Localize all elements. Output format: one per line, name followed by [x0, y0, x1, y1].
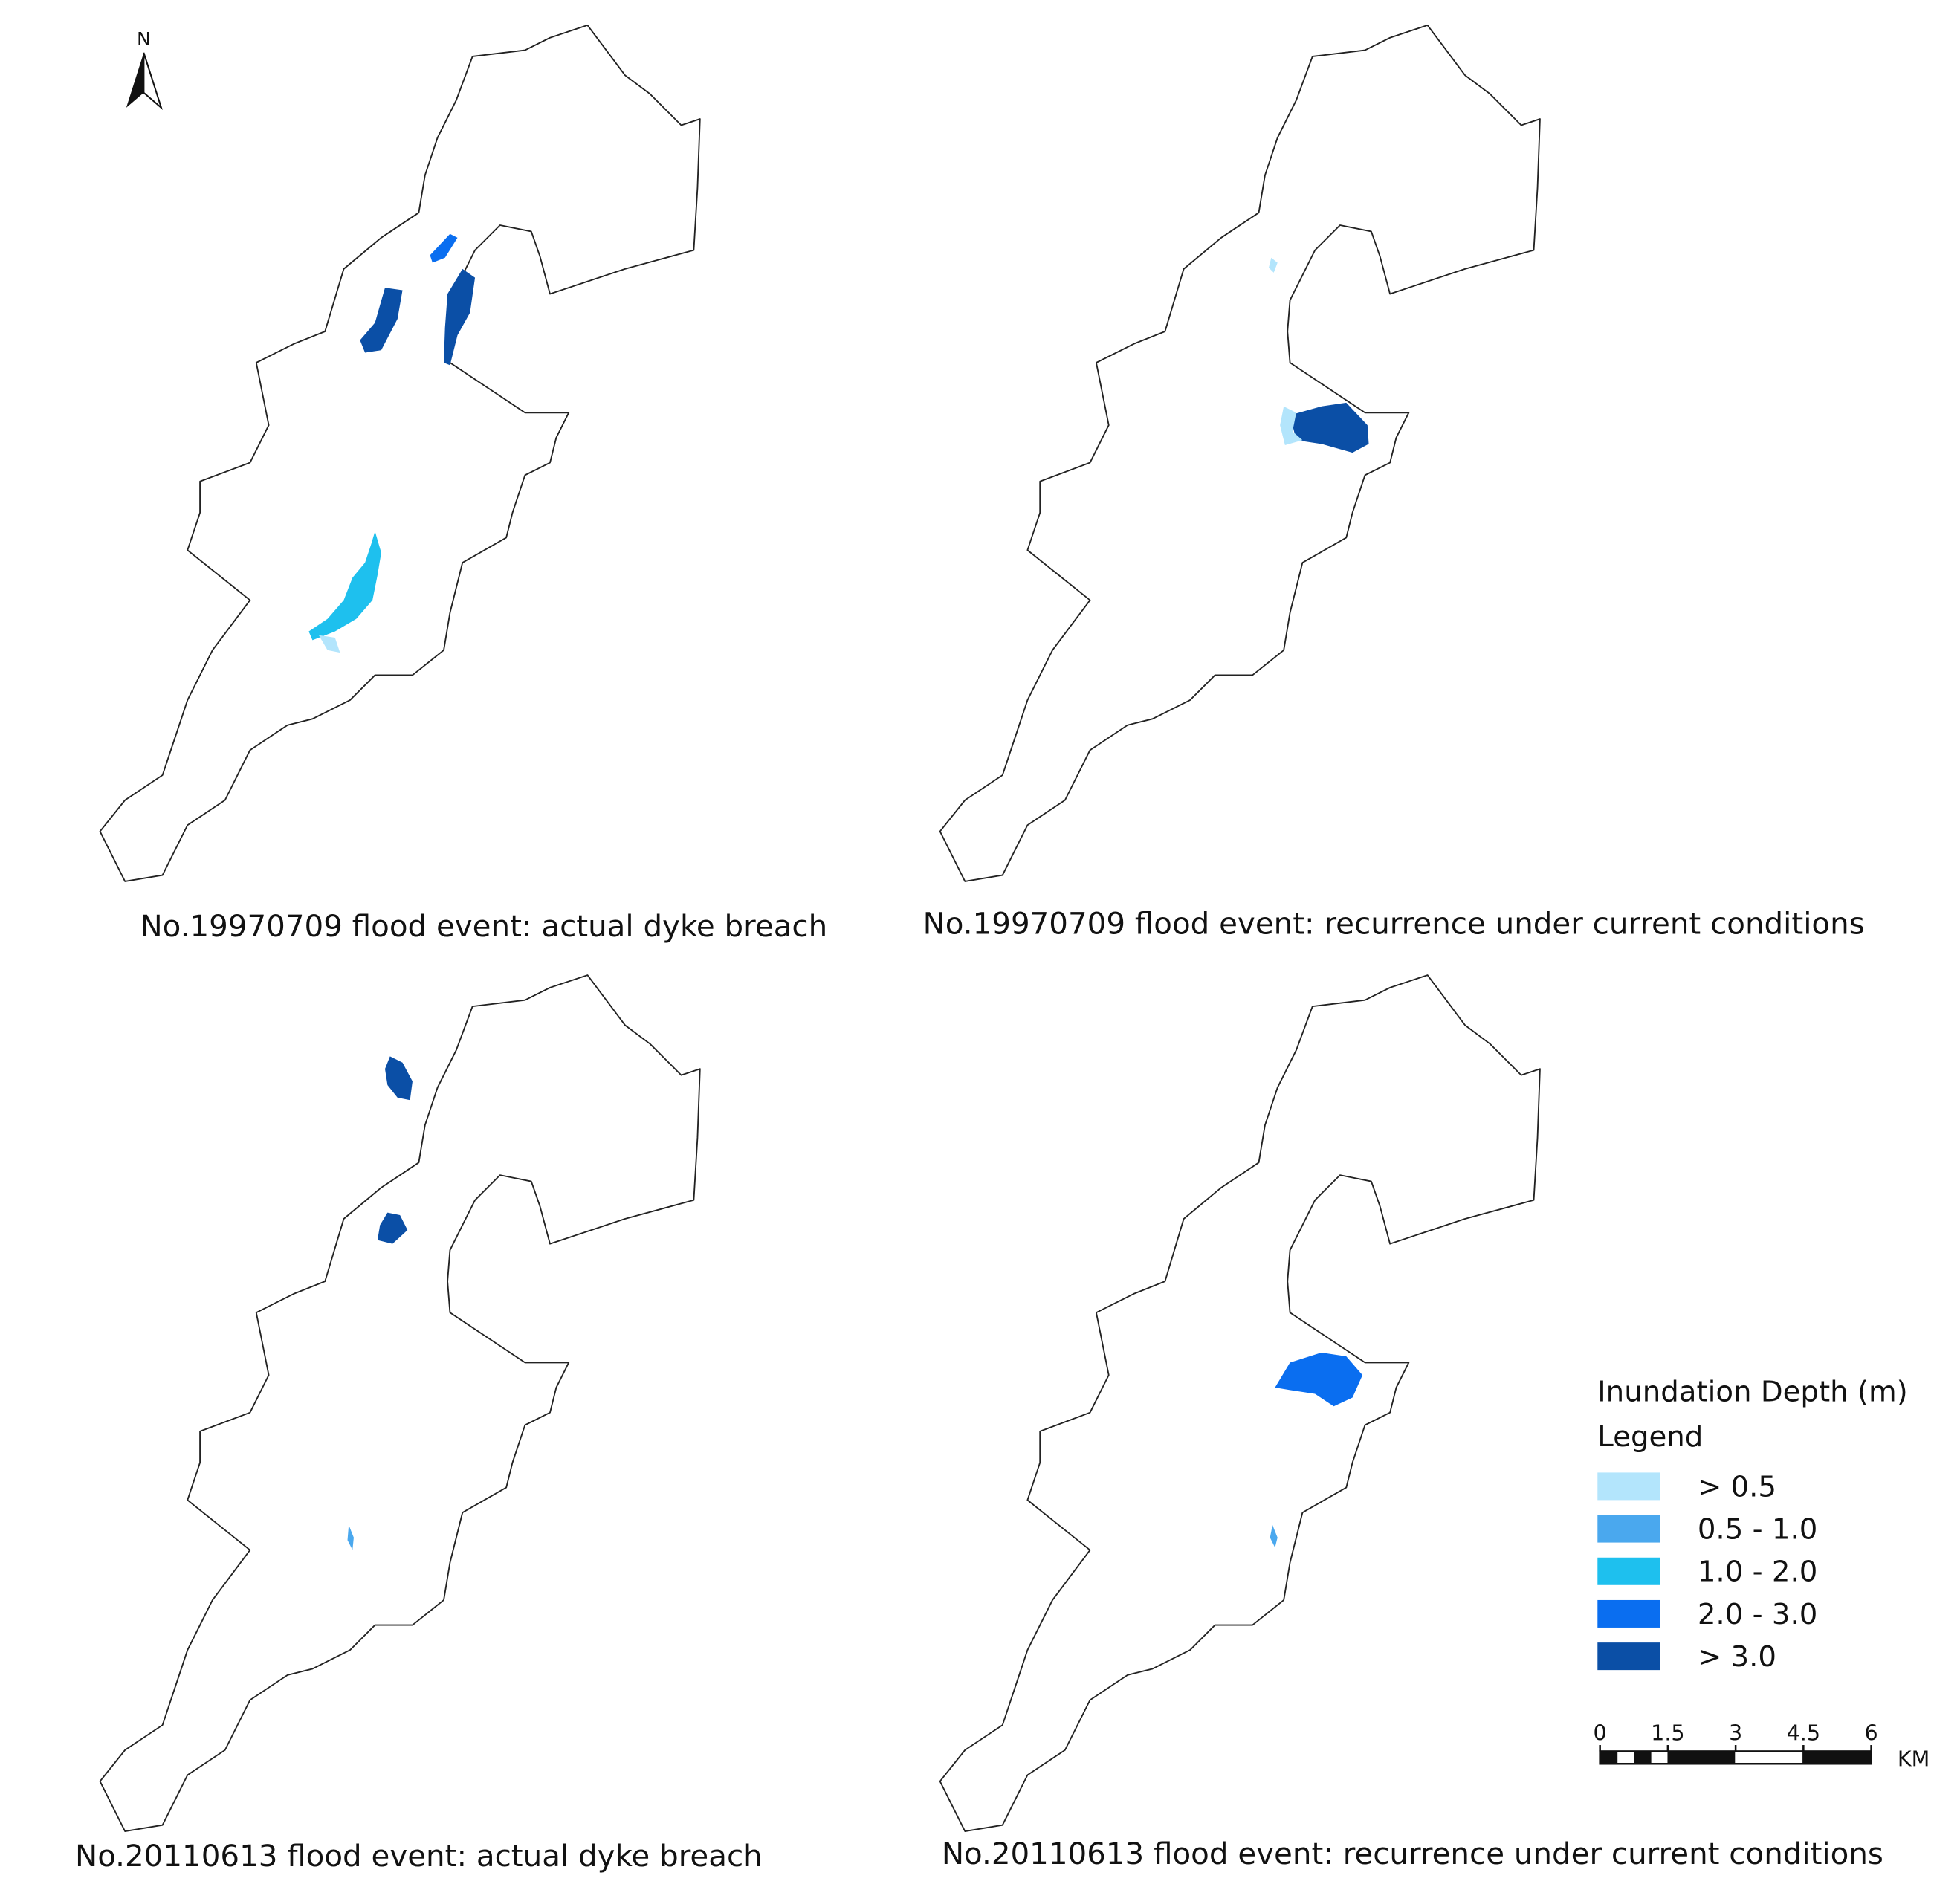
flood-area [1268, 257, 1278, 273]
scale-segment [1634, 1751, 1652, 1764]
scale-bar: KM 0 1.5 3 4.5 6 [1594, 1720, 1930, 1771]
region-outline [99, 25, 701, 882]
flood-area [1290, 402, 1369, 453]
panel-caption: No.20110613 flood event: actual dyke bre… [75, 1839, 763, 1874]
panel-caption: No.19970709 flood event: actual dyke bre… [140, 909, 827, 944]
legend-label: > 3.0 [1698, 1640, 1776, 1674]
legend-label: > 0.5 [1698, 1470, 1776, 1503]
scale-tick-label: 1.5 [1651, 1720, 1684, 1745]
legend-swatch [1597, 1642, 1660, 1671]
legend-label: 1.0 - 2.0 [1698, 1556, 1818, 1589]
flood-areas [1268, 257, 1369, 453]
panel-caption: No.19970709 flood event: recurrence unde… [923, 907, 1865, 942]
legend-swatch [1597, 1599, 1660, 1628]
flood-area [1275, 1352, 1363, 1407]
legend-swatch [1597, 1472, 1660, 1501]
panel-caption: No.20110613 flood event: recurrence unde… [942, 1836, 1883, 1871]
flood-area [384, 1056, 413, 1101]
scale-tick-label: 0 [1594, 1720, 1607, 1745]
flood-area [377, 1212, 408, 1244]
legend-swatch [1597, 1515, 1660, 1543]
north-arrow: N [126, 28, 163, 111]
legend-title: Inundation Depth (m) [1597, 1376, 1907, 1409]
flood-area [360, 288, 403, 353]
flood-area [430, 233, 458, 263]
flood-area [444, 268, 476, 366]
scale-tick-label: 3 [1729, 1720, 1742, 1745]
region-outline [939, 974, 1541, 1832]
region-outline [99, 974, 701, 1832]
region-outline [939, 25, 1541, 882]
flood-areas [347, 1056, 413, 1550]
legend-label: 2.0 - 3.0 [1698, 1598, 1818, 1631]
flood-area [1270, 1525, 1278, 1548]
legend-label: 0.5 - 1.0 [1698, 1513, 1818, 1547]
scale-segment [1802, 1751, 1872, 1764]
flood-area [347, 1525, 354, 1550]
legend-subtitle: Legend [1597, 1420, 1703, 1454]
legend-swatch [1597, 1557, 1660, 1585]
arrow-half [126, 52, 144, 108]
legend: Inundation Depth (m) Legend > 0.5 0.5 - 1… [1597, 1376, 1908, 1674]
flood-areas [1270, 1352, 1363, 1548]
flood-areas [308, 233, 476, 653]
scale-unit: KM [1898, 1747, 1930, 1772]
scale-segment [1600, 1751, 1618, 1764]
scale-tick-label: 4.5 [1787, 1720, 1820, 1745]
scale-tick-label: 6 [1865, 1720, 1878, 1745]
flood-area [318, 635, 340, 653]
flood-area [1280, 406, 1303, 446]
scale-segment [1667, 1751, 1736, 1764]
flood-area [308, 531, 381, 641]
arrow-half [143, 52, 163, 111]
north-label: N [137, 28, 151, 50]
